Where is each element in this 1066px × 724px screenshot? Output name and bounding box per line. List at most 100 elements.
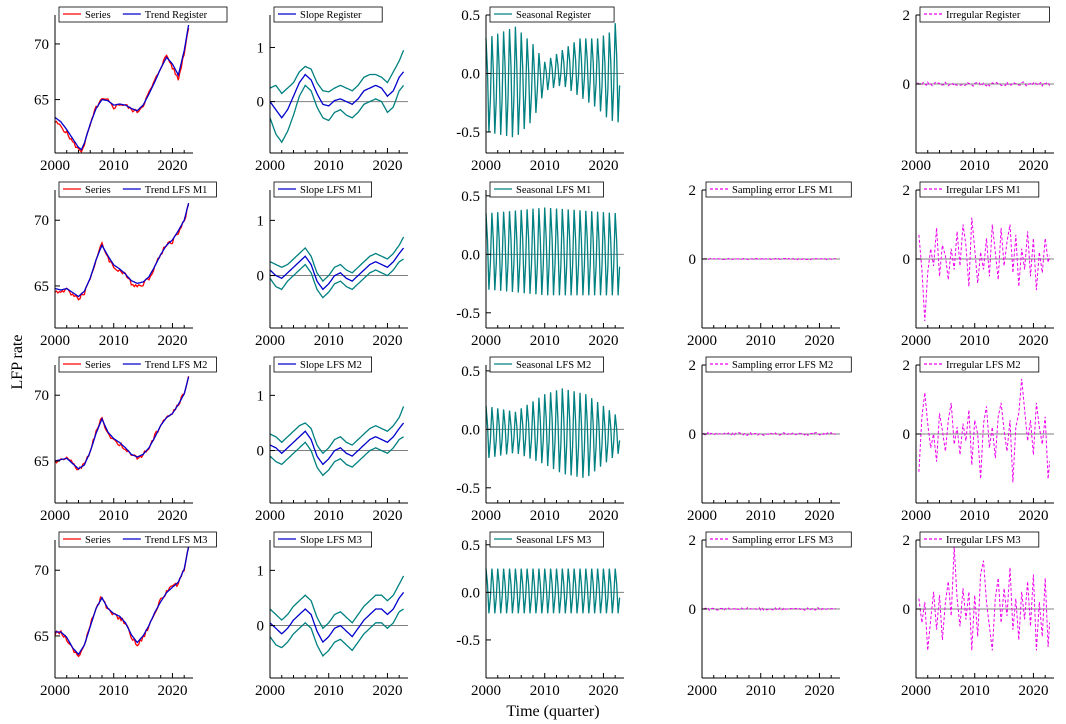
legend-label: Irregular Register (946, 10, 1021, 21)
legend-box (273, 181, 372, 198)
y-tick-label: 0 (257, 95, 265, 111)
panel-register-trend: 2000 2010 2020 65 70 Series Trend Register (34, 6, 228, 174)
y-tick-label: 0 (689, 602, 697, 618)
legend-box (919, 181, 1040, 198)
x-tick-label: 2020 (372, 158, 402, 174)
legend: Series Trend Register (58, 6, 228, 23)
noise-line (917, 80, 1051, 88)
x-tick-label: 2000 (687, 508, 717, 524)
legend-label: Seasonal LFS M3 (516, 535, 591, 546)
y-tick-label: 0.5 (461, 8, 480, 24)
series-line-0 (54, 546, 190, 658)
legend: Irregular Register (919, 6, 1050, 23)
y-tick-label: 65 (34, 279, 49, 295)
legend-label: Trend LFS M3 (145, 535, 208, 546)
legend-label: Series (85, 10, 111, 21)
panel-m2-sampling: 2000 2010 2020 0 2 Sampling error LFS M2 (687, 356, 852, 524)
y-tick-label: -0.5 (456, 481, 480, 497)
figure-x-label: Time (quarter) (506, 703, 599, 720)
y-tick-label: 0 (689, 427, 697, 443)
x-tick-label: 2010 (960, 508, 990, 524)
legend: Series Trend LFS M3 (58, 531, 217, 548)
x-tick-label: 2020 (804, 333, 834, 349)
y-tick-label: 2 (689, 533, 697, 549)
legend-label: Slope LFS M2 (300, 360, 362, 371)
series-line-2 (269, 258, 404, 299)
series-line-0 (918, 546, 1051, 651)
panel-register-seasonal: 2000 2010 2020 -0.5 0.0 0.5 Seasonal Register (456, 6, 624, 174)
series-line-0 (54, 28, 190, 154)
panel-m2-slope: 2000 2010 2020 0 1 Slope LFS M2 (255, 356, 408, 524)
legend-label: Trend Register (145, 10, 208, 21)
legend-label: Slope LFS M1 (300, 185, 362, 196)
panel-m1-seasonal: 2000 2010 2020 -0.5 0.0 0.5 Seasonal LFS M1 (456, 181, 624, 349)
x-tick-label: 2000 (687, 333, 717, 349)
legend-label: Sampling error LFS M1 (732, 185, 833, 196)
y-tick-label: 70 (34, 213, 49, 229)
x-tick-label: 2010 (314, 158, 344, 174)
x-tick-label: 2020 (804, 508, 834, 524)
legend-box (705, 531, 852, 548)
series-line-1 (269, 49, 405, 95)
series-line-0 (54, 204, 190, 301)
panel-m3-trend: 2000 2010 2020 65 70 Series Trend LFS M3 (34, 531, 217, 699)
series-line-1 (269, 575, 405, 630)
x-tick-label: 2000 (40, 683, 70, 699)
series-line-1 (55, 546, 190, 656)
y-tick-label: 0 (257, 619, 265, 635)
y-tick-label: 70 (34, 388, 49, 404)
y-tick-label: -0.5 (456, 633, 480, 649)
legend-label: Series (85, 360, 111, 371)
legend-label: Trend LFS M2 (145, 360, 208, 371)
x-tick-label: 2010 (960, 683, 990, 699)
noise-line (703, 606, 836, 612)
legend: Seasonal Register (489, 6, 615, 23)
legend-box (273, 356, 372, 373)
x-tick-label: 2010 (314, 683, 344, 699)
panel-m1-irregular: 2000 2010 2020 0 2 Irregular LFS M1 (901, 181, 1054, 349)
y-tick-label: 2 (689, 183, 697, 199)
legend-box (919, 6, 1050, 23)
panel-m3-irregular: 2000 2010 2020 0 2 Irregular LFS M3 (901, 531, 1054, 699)
panel-m1-trend: 2000 2010 2020 65 70 Series Trend LFS M1 (34, 181, 217, 349)
series-line-2 (269, 84, 405, 144)
x-tick-label: 2000 (255, 508, 285, 524)
y-tick-label: 65 (34, 454, 49, 470)
legend: Slope Register (273, 6, 383, 23)
x-tick-label: 2000 (471, 683, 501, 699)
x-tick-label: 2000 (471, 158, 501, 174)
x-tick-label: 2020 (157, 333, 187, 349)
legend-label: Slope LFS M3 (300, 535, 362, 546)
x-tick-label: 2000 (687, 683, 717, 699)
x-tick-label: 2020 (588, 683, 618, 699)
panel-m2-trend: 2000 2010 2020 65 70 Series Trend LFS M2 (34, 356, 217, 524)
legend: Sampling error LFS M1 (705, 181, 852, 198)
legend-label: Irregular LFS M2 (946, 360, 1021, 371)
y-tick-label: 70 (34, 563, 49, 579)
y-tick-label: -0.5 (456, 306, 480, 322)
x-tick-label: 2000 (255, 333, 285, 349)
x-tick-label: 2020 (588, 508, 618, 524)
legend: Seasonal LFS M3 (489, 531, 604, 548)
legend-label: Seasonal LFS M2 (516, 360, 591, 371)
y-tick-label: 2 (903, 183, 911, 199)
panel-register-irregular: 2000 2010 2020 0 2 Irregular Register (901, 6, 1054, 174)
seasonal-line (485, 388, 621, 478)
x-tick-label: 2000 (901, 333, 931, 349)
y-tick-label: 0.5 (461, 538, 480, 554)
legend-box (489, 181, 604, 198)
x-tick-label: 2020 (157, 683, 187, 699)
y-tick-label: -0.5 (456, 125, 480, 141)
legend-label: Series (85, 535, 111, 546)
x-tick-label: 2010 (99, 158, 129, 174)
legend-label: Series (85, 185, 111, 196)
x-tick-label: 2020 (804, 683, 834, 699)
y-tick-label: 0 (257, 269, 265, 285)
x-tick-label: 2000 (40, 508, 70, 524)
x-tick-label: 2010 (530, 333, 560, 349)
legend-box (489, 356, 604, 373)
x-tick-label: 2010 (99, 333, 129, 349)
x-tick-label: 2020 (372, 683, 402, 699)
